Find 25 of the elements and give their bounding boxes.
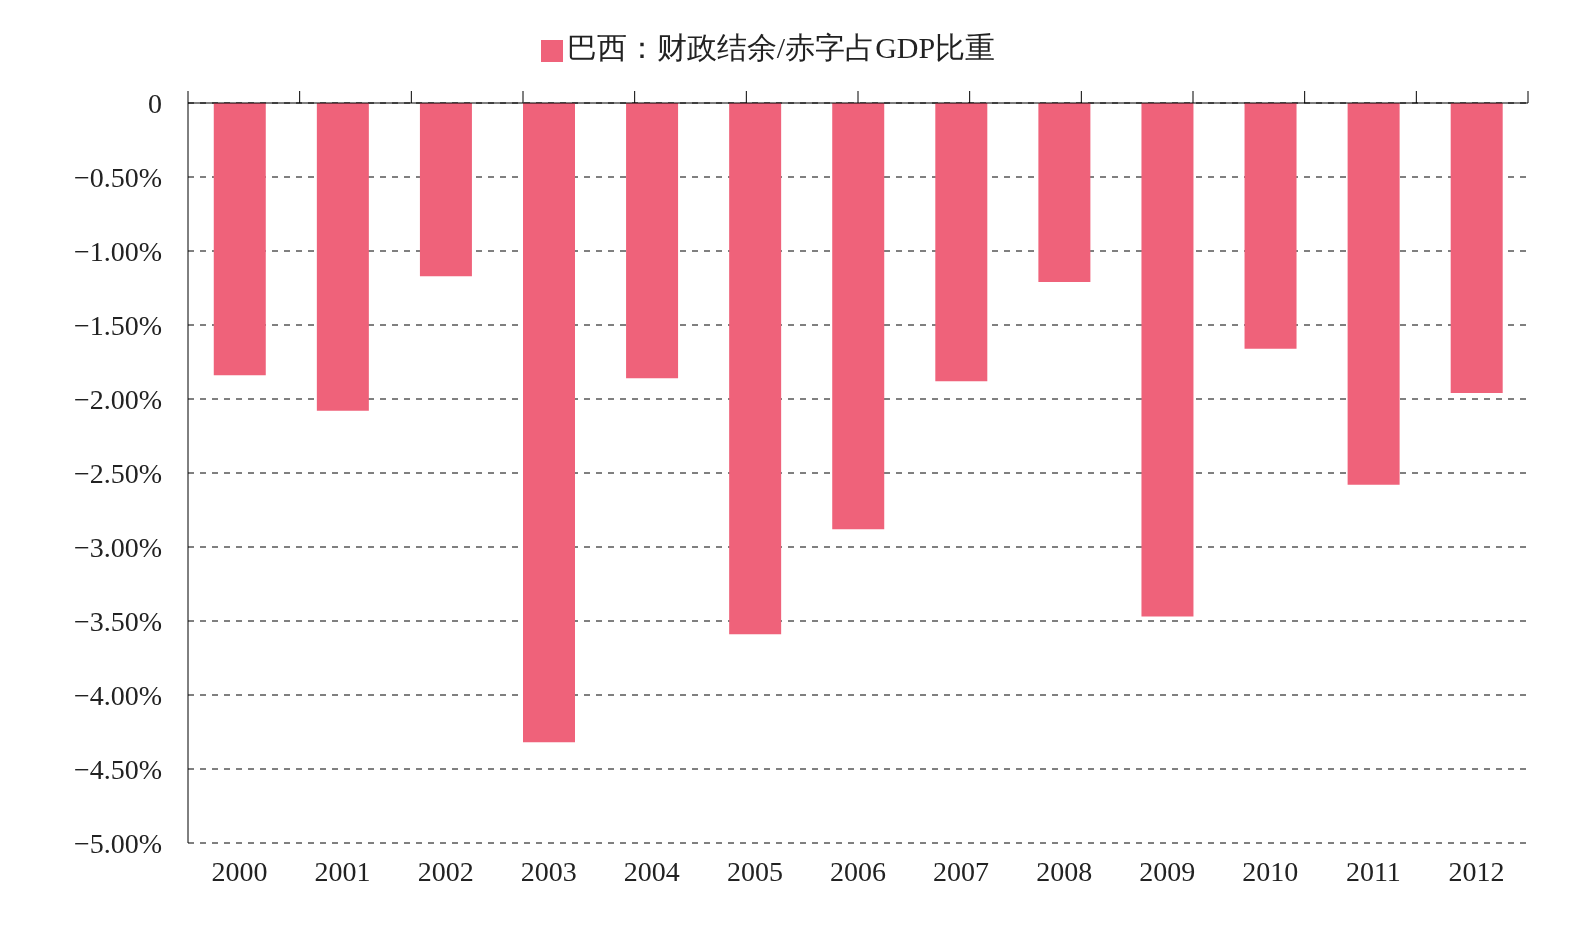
- y-tick-label: −1.50%: [73, 309, 162, 341]
- x-tick-label: 2000: [211, 855, 268, 887]
- y-tick-label: −2.00%: [73, 383, 162, 415]
- x-tick-label: 2002: [417, 855, 474, 887]
- legend-label: 巴西：财政结余/赤字占GDP比重: [566, 31, 996, 64]
- x-tick-label: 2003: [520, 855, 577, 887]
- x-tick-label: 2004: [623, 855, 680, 887]
- x-tick-label: 2007: [933, 855, 990, 887]
- x-tick-label: 2011: [1345, 855, 1401, 887]
- x-tick-label: 2001: [314, 855, 371, 887]
- y-tick-label: −3.00%: [73, 531, 162, 563]
- y-tick-label: −3.50%: [73, 605, 162, 637]
- x-tick-label: 2005: [726, 855, 783, 887]
- x-tick-label: 2012: [1448, 855, 1505, 887]
- y-tick-label: −4.50%: [73, 753, 162, 785]
- x-tick-label: 2010: [1242, 855, 1299, 887]
- y-tick-label: −1.00%: [73, 235, 162, 267]
- y-tick-label: 0: [148, 87, 162, 119]
- y-tick-label: −5.00%: [73, 827, 162, 859]
- x-tick-label: 2009: [1139, 855, 1196, 887]
- y-tick-label: −0.50%: [73, 161, 162, 193]
- y-tick-label: −2.50%: [73, 457, 162, 489]
- y-tick-label: −4.00%: [73, 679, 162, 711]
- x-tick-label: 2008: [1036, 855, 1093, 887]
- x-tick-label: 2006: [830, 855, 886, 887]
